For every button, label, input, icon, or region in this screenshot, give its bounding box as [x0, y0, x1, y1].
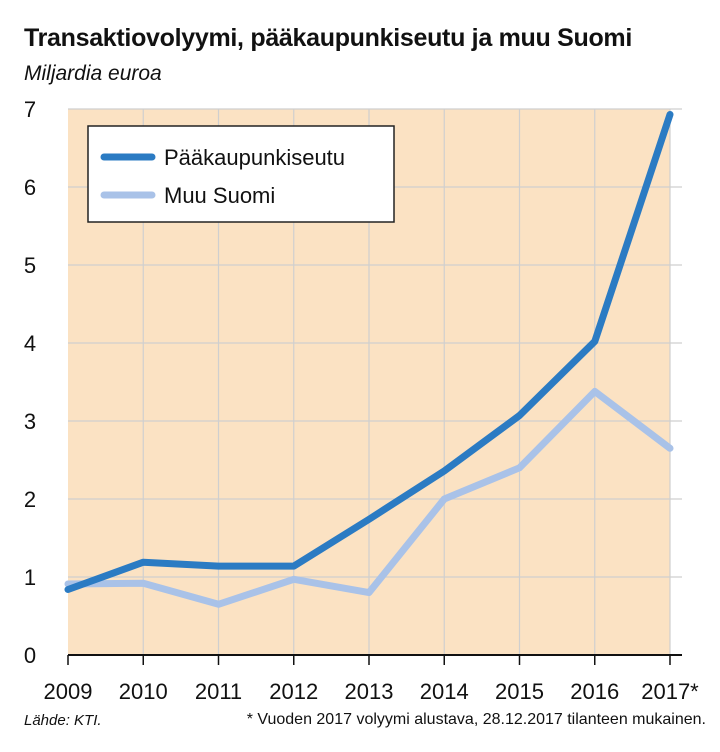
x-tick-label: 2009 [44, 679, 93, 704]
x-tick-label: 2016 [570, 679, 619, 704]
x-tick-label: 2014 [420, 679, 469, 704]
source-note: Lähde: KTI. [24, 712, 102, 729]
y-tick-label: 0 [24, 643, 36, 668]
chart-subtitle: Miljardia euroa [24, 62, 162, 85]
y-tick-label: 3 [24, 409, 36, 434]
chart-title: Transaktiovolyymi, pääkaupunkiseutu ja m… [24, 24, 632, 52]
x-tick-label: 2015 [495, 679, 544, 704]
x-tick-label: 2010 [119, 679, 168, 704]
x-tick-label: 2017* [641, 679, 699, 704]
y-tick-label: 1 [24, 565, 36, 590]
legend: Pääkaupunkiseutu Muu Suomi [87, 125, 395, 223]
x-tick-label: 2013 [345, 679, 394, 704]
footnote: * Vuoden 2017 volyymi alustava, 28.12.20… [246, 711, 706, 728]
y-tick-label: 6 [24, 175, 36, 200]
y-tick-label: 7 [24, 97, 36, 122]
legend-label: Pääkaupunkiseutu [164, 145, 345, 170]
x-tick-label: 2011 [195, 679, 242, 704]
y-tick-label: 5 [24, 253, 36, 278]
legend-label: Muu Suomi [164, 183, 275, 208]
y-tick-label: 4 [24, 331, 36, 356]
x-tick-label: 2012 [269, 679, 318, 704]
y-tick-label: 2 [24, 487, 36, 512]
legend-box [87, 125, 395, 223]
